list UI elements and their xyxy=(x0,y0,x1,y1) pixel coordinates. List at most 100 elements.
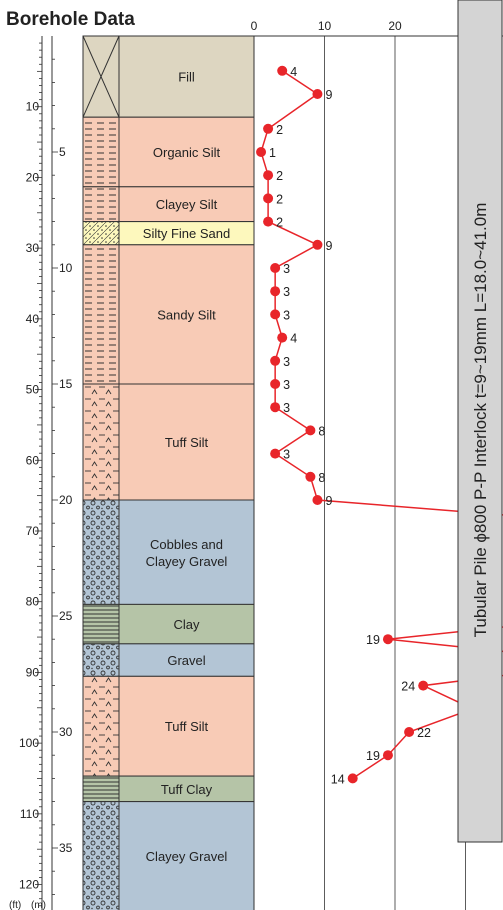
description-cell xyxy=(118,603,255,645)
spt-point xyxy=(305,471,316,482)
spt-point xyxy=(418,680,429,691)
meter-tick-label: 25 xyxy=(59,609,73,623)
spt-value-label: 22 xyxy=(417,726,431,740)
spt-point xyxy=(263,193,274,204)
spt-point xyxy=(270,286,281,297)
layer-label: Clay xyxy=(173,617,200,632)
feet-tick-label: 120 xyxy=(19,878,39,892)
layer-label: Clayey Silt xyxy=(156,197,218,212)
log-pattern xyxy=(83,604,119,644)
description-cell xyxy=(118,499,255,605)
spt-tick-label: 10 xyxy=(318,19,332,33)
spt-value-label: 3 xyxy=(283,308,290,322)
feet-tick-label: 60 xyxy=(26,453,40,467)
spt-value-label: 24 xyxy=(401,680,415,694)
feet-tick-label: 40 xyxy=(26,312,40,326)
feet-tick-label: 50 xyxy=(26,383,40,397)
layer-label: Clayey Gravel xyxy=(146,554,228,569)
fill-cross-mark xyxy=(82,35,120,118)
log-pattern xyxy=(83,117,119,187)
spt-point xyxy=(270,309,281,320)
soil-layer: Cobbles and Clayey Gravel xyxy=(82,499,255,605)
spt-value-label: 3 xyxy=(283,262,290,276)
pile-annotation: Tubular Pile ϕ800 P-P Interlock t=9~19mm… xyxy=(457,0,503,843)
spt-value-label: 1 xyxy=(269,146,276,160)
spt-point xyxy=(263,123,274,134)
spt-point xyxy=(404,727,415,737)
meter-unit-label: (m) xyxy=(31,900,46,910)
spt-value-label: 19 xyxy=(366,749,380,763)
spt-value-label: 14 xyxy=(331,772,345,786)
soil-layer: Clayey Gravel xyxy=(82,801,255,910)
layer-label: Silty Fine Sand xyxy=(143,226,230,241)
pile-box xyxy=(457,0,503,843)
soil-layer: Fill xyxy=(82,35,255,118)
meter-tick-label: 35 xyxy=(59,841,73,855)
meter-tick-label: 15 xyxy=(59,377,73,391)
spt-point xyxy=(312,495,323,505)
soil-layer: Sandy Silt xyxy=(82,244,255,385)
log-pattern xyxy=(83,776,119,802)
spt-point xyxy=(270,379,281,389)
soil-layer: Clayey Silt xyxy=(82,186,255,223)
spt-point xyxy=(312,89,323,99)
meter-depth-axis: 5 10 15 20 25 30 35 xyxy=(51,36,73,910)
description-cell xyxy=(118,35,255,118)
layer-label: Tuff Silt xyxy=(165,719,209,734)
spt-value-label: 19 xyxy=(366,633,380,647)
description-cell xyxy=(118,116,255,188)
feet-tick-label: 30 xyxy=(26,241,40,255)
layer-label: Organic Silt xyxy=(153,145,221,160)
meter-tick-label: 5 xyxy=(59,145,66,159)
spt-point xyxy=(312,239,323,250)
spt-tick-label: 0 xyxy=(251,19,258,33)
log-pattern xyxy=(83,186,119,222)
log-pattern xyxy=(83,676,119,777)
spt-value-label: 9 xyxy=(325,88,332,102)
meter-tick-label: 10 xyxy=(59,261,73,275)
spt-value-label: 3 xyxy=(283,401,290,415)
soil-layer: Clay xyxy=(82,603,255,645)
soil-layer: Tuff Clay xyxy=(82,775,255,803)
feet-tick-label: 10 xyxy=(26,100,40,114)
pile-label: Tubular Pile ϕ800 P-P Interlock t=9~19mm… xyxy=(471,203,490,638)
spt-value-label: 3 xyxy=(283,448,290,462)
spt-point xyxy=(382,634,393,645)
diagram-title: Borehole Data xyxy=(6,9,135,30)
log-pattern xyxy=(83,643,119,677)
log-pattern xyxy=(83,801,119,910)
spt-point xyxy=(263,170,274,181)
description-cell xyxy=(118,775,255,803)
layer-label: Gravel xyxy=(167,653,205,668)
spt-value-label: 9 xyxy=(325,494,332,508)
log-pattern xyxy=(83,221,119,245)
spt-value-label: 3 xyxy=(283,355,290,369)
soil-layers: Fill Organic Silt Clayey Silt Silty Fine Sa… xyxy=(82,35,255,910)
layer-label: Clayey Gravel xyxy=(146,849,228,864)
layer-label: Tuff Silt xyxy=(165,435,209,450)
soil-layer: Organic Silt xyxy=(82,116,255,188)
description-cell xyxy=(118,643,255,677)
log-pattern xyxy=(83,244,119,384)
spt-point xyxy=(277,332,288,343)
spt-value-label: 8 xyxy=(318,424,325,438)
spt-point xyxy=(305,425,316,436)
spt-value-label: 3 xyxy=(283,285,290,299)
spt-value-label: 4 xyxy=(290,65,297,79)
layer-label: Tuff Clay xyxy=(161,782,213,797)
spt-value-label: 8 xyxy=(318,471,325,485)
feet-unit-label: (ft) xyxy=(9,900,21,910)
spt-value-label: 2 xyxy=(276,192,283,206)
meter-tick-label: 30 xyxy=(59,725,73,739)
spt-tick-label: 20 xyxy=(388,19,402,33)
soil-layer: Tuff Silt xyxy=(82,383,255,501)
soil-layer: Tuff Silt xyxy=(82,675,255,777)
soil-layer: Silty Fine Sand xyxy=(82,221,255,246)
spt-value-label: 2 xyxy=(276,216,283,230)
spt-point xyxy=(382,750,393,761)
soil-layer: Gravel xyxy=(82,643,255,677)
spt-point xyxy=(263,216,274,227)
spt-point xyxy=(277,65,288,76)
spt-value-label: 3 xyxy=(283,378,290,392)
feet-tick-label: 100 xyxy=(19,736,39,750)
